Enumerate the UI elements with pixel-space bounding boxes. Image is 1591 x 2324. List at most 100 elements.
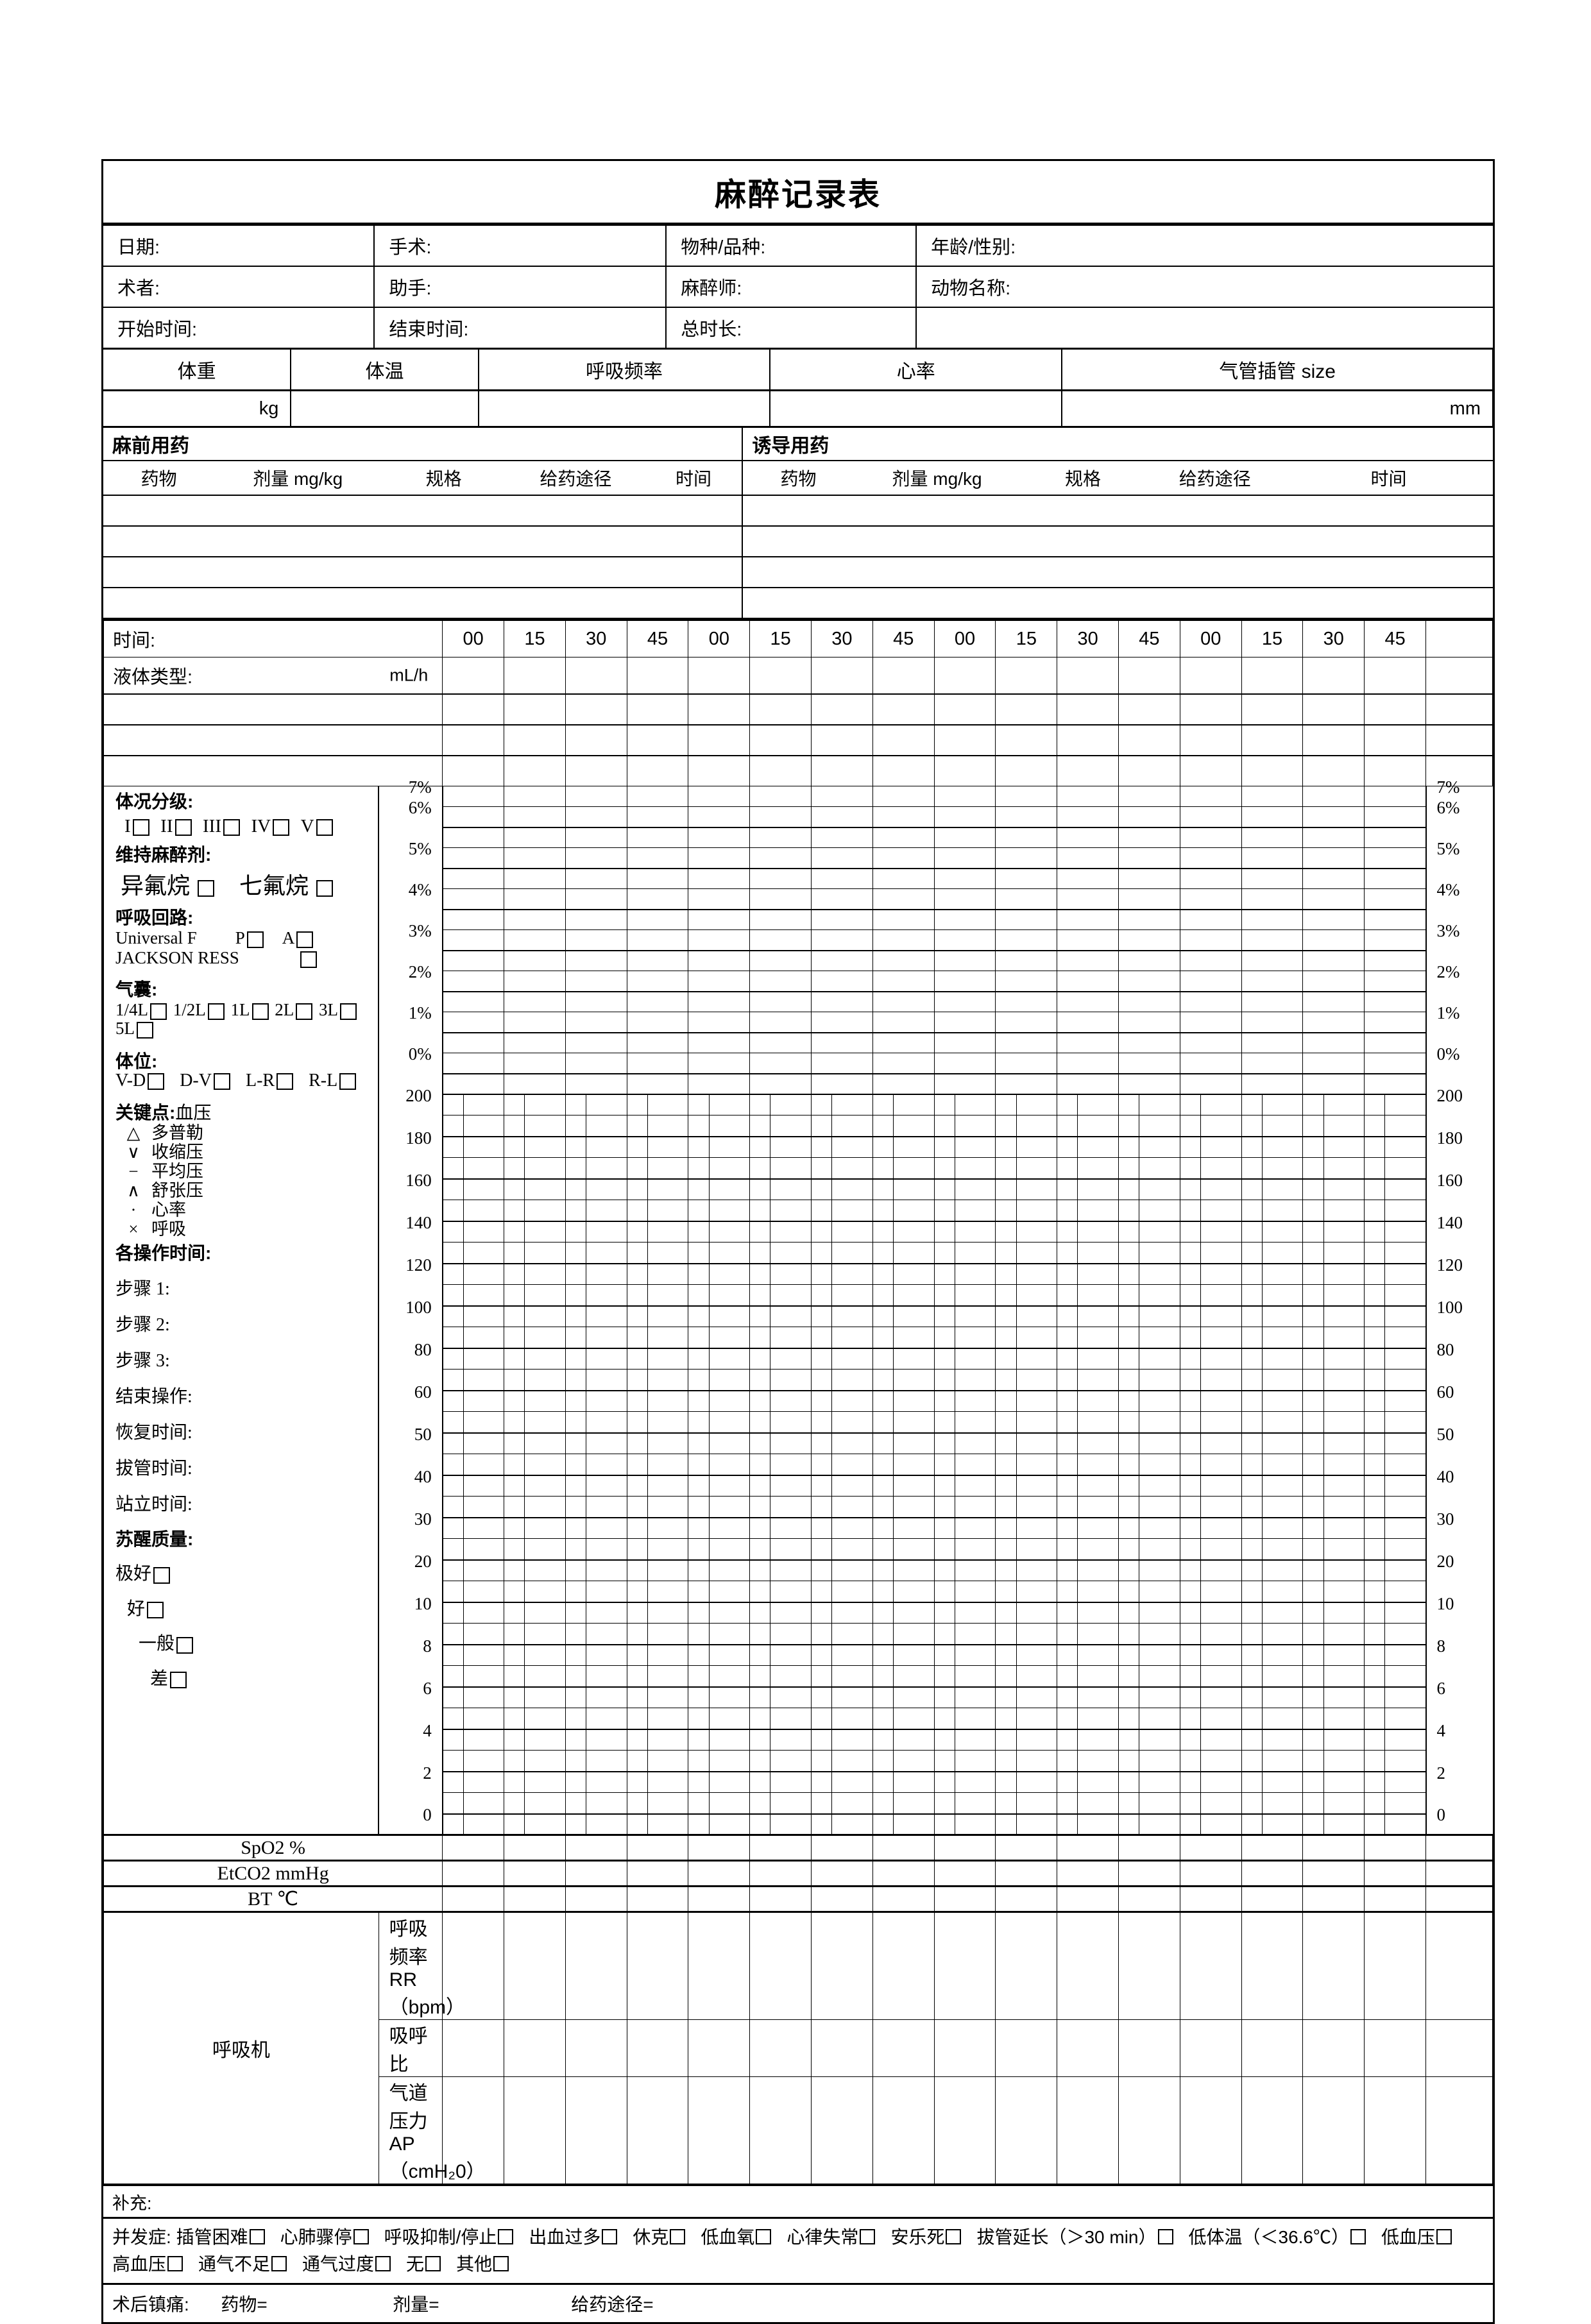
bp-grid-cell[interactable] [811, 1369, 873, 1391]
percent-grid-cell[interactable] [872, 1031, 935, 1053]
ventilator-cell[interactable] [995, 1911, 1058, 2020]
checkbox-asa-V[interactable] [316, 819, 333, 836]
percent-grid-cell[interactable] [811, 929, 873, 951]
percent-grid-cell[interactable] [504, 1053, 566, 1074]
bp-grid-cell[interactable] [1057, 1220, 1119, 1243]
bp-grid-cell[interactable] [1302, 1770, 1365, 1793]
position-option-V-D[interactable]: V-D [115, 1070, 146, 1090]
timeline-blank-cell[interactable] [1364, 724, 1426, 756]
bp-grid-cell[interactable] [811, 1728, 873, 1751]
bp-grid-cell[interactable] [749, 1200, 812, 1221]
percent-grid-cell[interactable] [934, 949, 996, 971]
bp-grid-cell[interactable] [441, 1770, 505, 1793]
timeline-blank-cell[interactable] [504, 724, 566, 756]
bp-grid-cell[interactable] [749, 1474, 812, 1497]
timeline-blank-cell[interactable] [749, 693, 812, 725]
bp-grid-cell[interactable] [504, 1093, 566, 1115]
percent-grid-cell[interactable] [627, 1073, 689, 1094]
bp-grid-cell[interactable] [1302, 1474, 1365, 1497]
percent-grid-cell[interactable] [749, 806, 812, 827]
fluid-cell[interactable] [933, 657, 996, 695]
percent-grid-cell[interactable] [872, 929, 935, 951]
checkbox-bag-2[interactable] [251, 1003, 269, 1020]
bp-grid-cell[interactable] [934, 1135, 996, 1158]
ventilator-cell[interactable] [1241, 2019, 1304, 2077]
bp-grid-cell[interactable] [995, 1516, 1058, 1539]
bp-grid-cell[interactable] [688, 1157, 751, 1179]
bp-grid-cell[interactable] [749, 1389, 812, 1412]
bp-grid-cell[interactable] [627, 1284, 689, 1306]
percent-grid-cell[interactable] [1302, 971, 1365, 992]
analgesia-dose[interactable]: 剂量= [393, 2294, 439, 2314]
measurement-cell[interactable] [565, 1885, 627, 1912]
bp-grid-cell[interactable] [934, 1347, 996, 1370]
bp-grid-cell[interactable] [688, 1327, 751, 1348]
bp-grid-cell[interactable] [627, 1496, 689, 1518]
bp-grid-cell[interactable] [441, 1623, 505, 1645]
bp-grid-cell[interactable] [1057, 1115, 1119, 1137]
bp-grid-cell[interactable] [1302, 1643, 1365, 1666]
bp-grid-cell[interactable] [1302, 1327, 1365, 1348]
ventilator-cell[interactable] [1057, 2019, 1119, 2077]
bp-grid-cell[interactable] [872, 1178, 935, 1200]
bp-grid-cell[interactable] [1302, 1178, 1365, 1200]
bp-grid-cell[interactable] [441, 1093, 505, 1115]
percent-grid-cell[interactable] [1364, 888, 1426, 910]
bp-grid-cell[interactable] [504, 1728, 566, 1751]
bp-grid-cell[interactable] [1057, 1538, 1119, 1560]
timeline-blank-cell[interactable] [626, 724, 689, 756]
bp-grid-cell[interactable] [1364, 1559, 1426, 1581]
measurement-trailing[interactable] [1425, 1860, 1493, 1887]
bp-grid-cell[interactable] [749, 1115, 812, 1137]
ventilator-trailing[interactable] [1425, 2076, 1493, 2184]
bp-grid-cell[interactable] [1364, 1327, 1426, 1348]
percent-grid-cell[interactable] [934, 1012, 996, 1033]
percent-grid-cell[interactable] [1118, 1073, 1180, 1094]
complication-14[interactable]: 无 [406, 2254, 442, 2274]
bp-grid-cell[interactable] [504, 1157, 566, 1179]
percent-grid-cell[interactable] [1118, 806, 1180, 827]
bp-grid-cell[interactable] [1241, 1643, 1304, 1666]
percent-grid-cell[interactable] [1302, 826, 1365, 848]
checkbox-bag-0[interactable] [150, 1003, 167, 1020]
bp-grid-cell[interactable] [995, 1750, 1058, 1772]
bp-grid-cell[interactable] [934, 1262, 996, 1285]
bp-grid-cell[interactable] [1180, 1157, 1242, 1179]
complication-15[interactable]: 其他 [456, 2254, 510, 2274]
bp-grid-cell[interactable] [811, 1623, 873, 1645]
fluid-cell[interactable] [626, 657, 689, 695]
premed-entry[interactable] [103, 495, 743, 527]
bp-grid-cell[interactable] [504, 1601, 566, 1624]
bp-grid-cell[interactable] [1302, 1686, 1365, 1708]
bp-grid-cell[interactable] [1057, 1157, 1119, 1179]
ventilator-cell[interactable] [688, 2076, 751, 2184]
percent-grid-cell[interactable] [934, 971, 996, 992]
percent-grid-cell[interactable] [1118, 971, 1180, 992]
percent-grid-cell[interactable] [995, 888, 1058, 910]
percent-grid-cell[interactable] [1364, 1053, 1426, 1074]
bp-grid-cell[interactable] [1180, 1643, 1242, 1666]
percent-grid-cell[interactable] [934, 990, 996, 1012]
bp-grid-cell[interactable] [1057, 1770, 1119, 1793]
bp-grid-cell[interactable] [1180, 1792, 1242, 1814]
percent-grid-cell[interactable] [1241, 1031, 1304, 1053]
bp-grid-cell[interactable] [688, 1305, 751, 1327]
measurement-cell[interactable] [442, 1860, 505, 1887]
bp-grid-cell[interactable] [565, 1496, 627, 1518]
bp-grid-cell[interactable] [811, 1262, 873, 1285]
checkbox-complication-2[interactable] [498, 2229, 514, 2244]
bp-grid-cell[interactable] [872, 1665, 935, 1687]
percent-grid-cell[interactable] [872, 826, 935, 848]
bp-grid-cell[interactable] [565, 1538, 627, 1560]
bp-grid-cell[interactable] [995, 1347, 1058, 1370]
bp-grid-cell[interactable] [995, 1538, 1058, 1560]
bp-grid-cell[interactable] [688, 1115, 751, 1137]
bp-grid-cell[interactable] [504, 1665, 566, 1687]
bp-grid-cell[interactable] [1364, 1347, 1426, 1370]
bp-grid-cell[interactable] [1057, 1093, 1119, 1115]
bp-grid-cell[interactable] [811, 1454, 873, 1475]
bp-grid-cell[interactable] [749, 1665, 812, 1687]
bag-option-3[interactable]: 2L [275, 999, 294, 1019]
bp-grid-cell[interactable] [934, 1454, 996, 1475]
field-date[interactable]: 日期: [103, 225, 375, 266]
